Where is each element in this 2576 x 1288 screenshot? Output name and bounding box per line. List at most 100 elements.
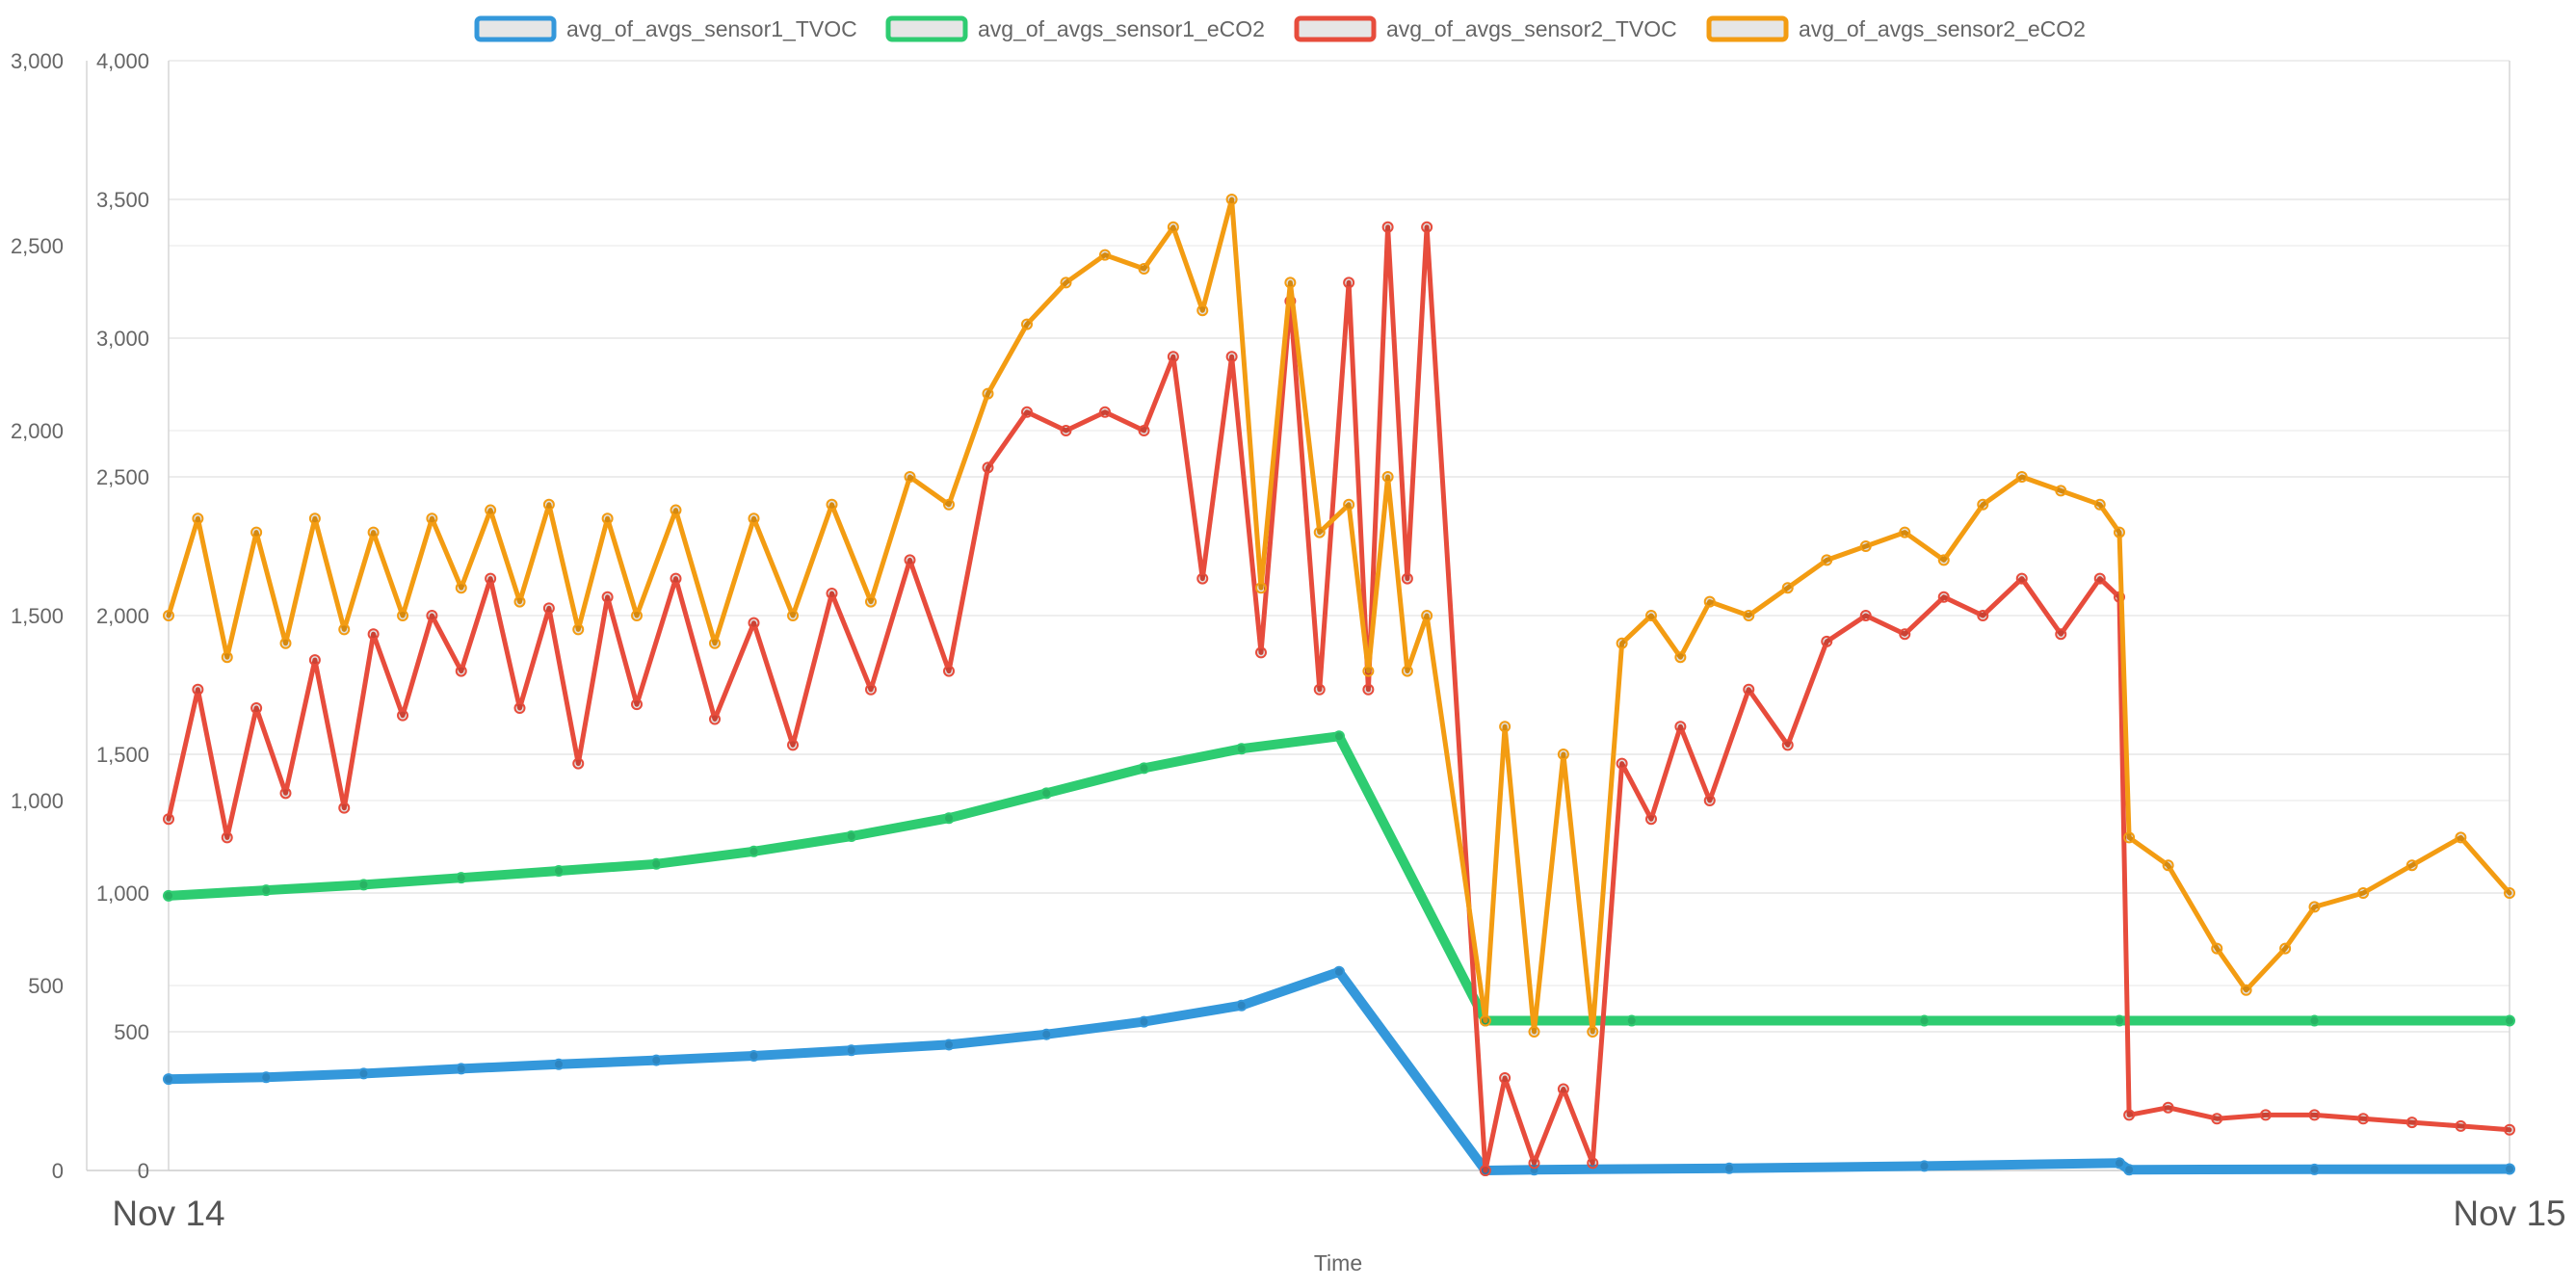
data-point[interactable] (787, 739, 799, 751)
data-point[interactable] (1421, 610, 1433, 621)
data-point[interactable] (601, 591, 614, 603)
data-point[interactable] (455, 872, 467, 884)
data-point[interactable] (1343, 498, 1355, 511)
data-point[interactable] (1723, 1162, 1735, 1174)
data-point[interactable] (221, 831, 233, 844)
data-point[interactable] (2093, 572, 2106, 585)
data-point[interactable] (1401, 572, 1413, 585)
data-point[interactable] (2015, 572, 2028, 585)
data-point[interactable] (163, 813, 174, 826)
data-point[interactable] (367, 526, 380, 539)
data-point[interactable] (2504, 1163, 2515, 1175)
data-point[interactable] (553, 864, 565, 877)
data-point[interactable] (2504, 1123, 2515, 1136)
data-point[interactable] (250, 526, 263, 539)
data-point[interactable] (1674, 721, 1687, 733)
data-point[interactable] (709, 637, 721, 649)
data-point[interactable] (1977, 610, 1989, 621)
data-point[interactable] (1313, 526, 1326, 539)
data-point[interactable] (1674, 651, 1687, 664)
data-point[interactable] (2055, 485, 2067, 497)
data-point[interactable] (1479, 1165, 1491, 1176)
data-point[interactable] (279, 787, 292, 800)
data-point[interactable] (1167, 221, 1179, 233)
data-point[interactable] (1138, 1015, 1150, 1028)
data-point[interactable] (2405, 859, 2418, 872)
data-point[interactable] (1703, 795, 1716, 806)
data-point[interactable] (1381, 471, 1394, 483)
data-point[interactable] (1235, 999, 1248, 1012)
data-point[interactable] (1587, 1157, 1599, 1170)
data-point[interactable] (1060, 276, 1072, 289)
data-point[interactable] (982, 387, 994, 400)
data-point[interactable] (2162, 1101, 2174, 1114)
data-point[interactable] (2211, 1113, 2223, 1125)
data-point[interactable] (338, 802, 351, 814)
data-point[interactable] (1499, 721, 1511, 733)
data-point[interactable] (2114, 1157, 2125, 1170)
data-point[interactable] (2504, 1014, 2515, 1027)
data-point[interactable] (1616, 637, 1628, 649)
data-point[interactable] (2308, 901, 2321, 913)
data-point[interactable] (1528, 1157, 1540, 1170)
data-point[interactable] (542, 602, 555, 615)
data-point[interactable] (1743, 610, 1755, 621)
data-point[interactable] (1099, 249, 1111, 261)
data-point[interactable] (943, 812, 955, 825)
data-point[interactable] (1977, 498, 1989, 511)
data-point[interactable] (367, 628, 380, 641)
data-point[interactable] (1333, 965, 1345, 978)
data-point[interactable] (1401, 665, 1413, 677)
data-point[interactable] (904, 554, 916, 566)
data-point[interactable] (1362, 665, 1375, 677)
data-point[interactable] (2455, 831, 2467, 844)
data-point[interactable] (2123, 1109, 2136, 1121)
data-point[interactable] (748, 845, 760, 857)
data-point[interactable] (455, 665, 467, 677)
data-point[interactable] (1499, 1072, 1511, 1084)
data-point[interactable] (572, 623, 585, 636)
data-point[interactable] (1557, 749, 1569, 760)
data-point[interactable] (1821, 635, 1833, 647)
data-point[interactable] (631, 610, 643, 621)
data-point[interactable] (2308, 1109, 2321, 1121)
data-point[interactable] (1060, 425, 1072, 436)
data-point[interactable] (1918, 1014, 1931, 1027)
data-point[interactable] (1099, 406, 1111, 418)
data-point[interactable] (943, 1038, 955, 1051)
data-point[interactable] (2357, 1113, 2370, 1125)
data-point[interactable] (1225, 194, 1238, 205)
data-point[interactable] (260, 1071, 273, 1084)
data-point[interactable] (1235, 743, 1248, 755)
data-point[interactable] (426, 513, 438, 525)
data-point[interactable] (1918, 1160, 1931, 1172)
data-point[interactable] (1021, 318, 1033, 330)
data-point[interactable] (601, 513, 614, 525)
data-point[interactable] (1138, 425, 1150, 436)
data-point[interactable] (670, 572, 682, 585)
data-point[interactable] (787, 610, 799, 621)
data-point[interactable] (1645, 813, 1657, 826)
data-point[interactable] (163, 889, 174, 902)
data-point[interactable] (1167, 351, 1179, 363)
data-point[interactable] (397, 709, 408, 722)
data-point[interactable] (865, 683, 877, 696)
data-point[interactable] (1421, 221, 1433, 233)
data-point[interactable] (455, 582, 467, 594)
data-point[interactable] (279, 637, 292, 649)
data-point[interactable] (943, 665, 955, 677)
legend-item-1[interactable]: avg_of_avgs_sensor1_TVOC (474, 15, 857, 42)
data-point[interactable] (2405, 1117, 2418, 1129)
data-point[interactable] (2504, 887, 2515, 899)
data-point[interactable] (2455, 1119, 2467, 1132)
data-point[interactable] (485, 572, 497, 585)
legend-item-2[interactable]: avg_of_avgs_sensor1_eCO2 (885, 15, 1265, 42)
data-point[interactable] (308, 654, 321, 667)
data-point[interactable] (826, 587, 838, 599)
data-point[interactable] (1743, 683, 1755, 696)
data-point[interactable] (572, 757, 585, 770)
data-point[interactable] (1781, 582, 1794, 594)
data-point[interactable] (1859, 540, 1872, 552)
data-point[interactable] (308, 513, 321, 525)
data-point[interactable] (455, 1063, 467, 1075)
